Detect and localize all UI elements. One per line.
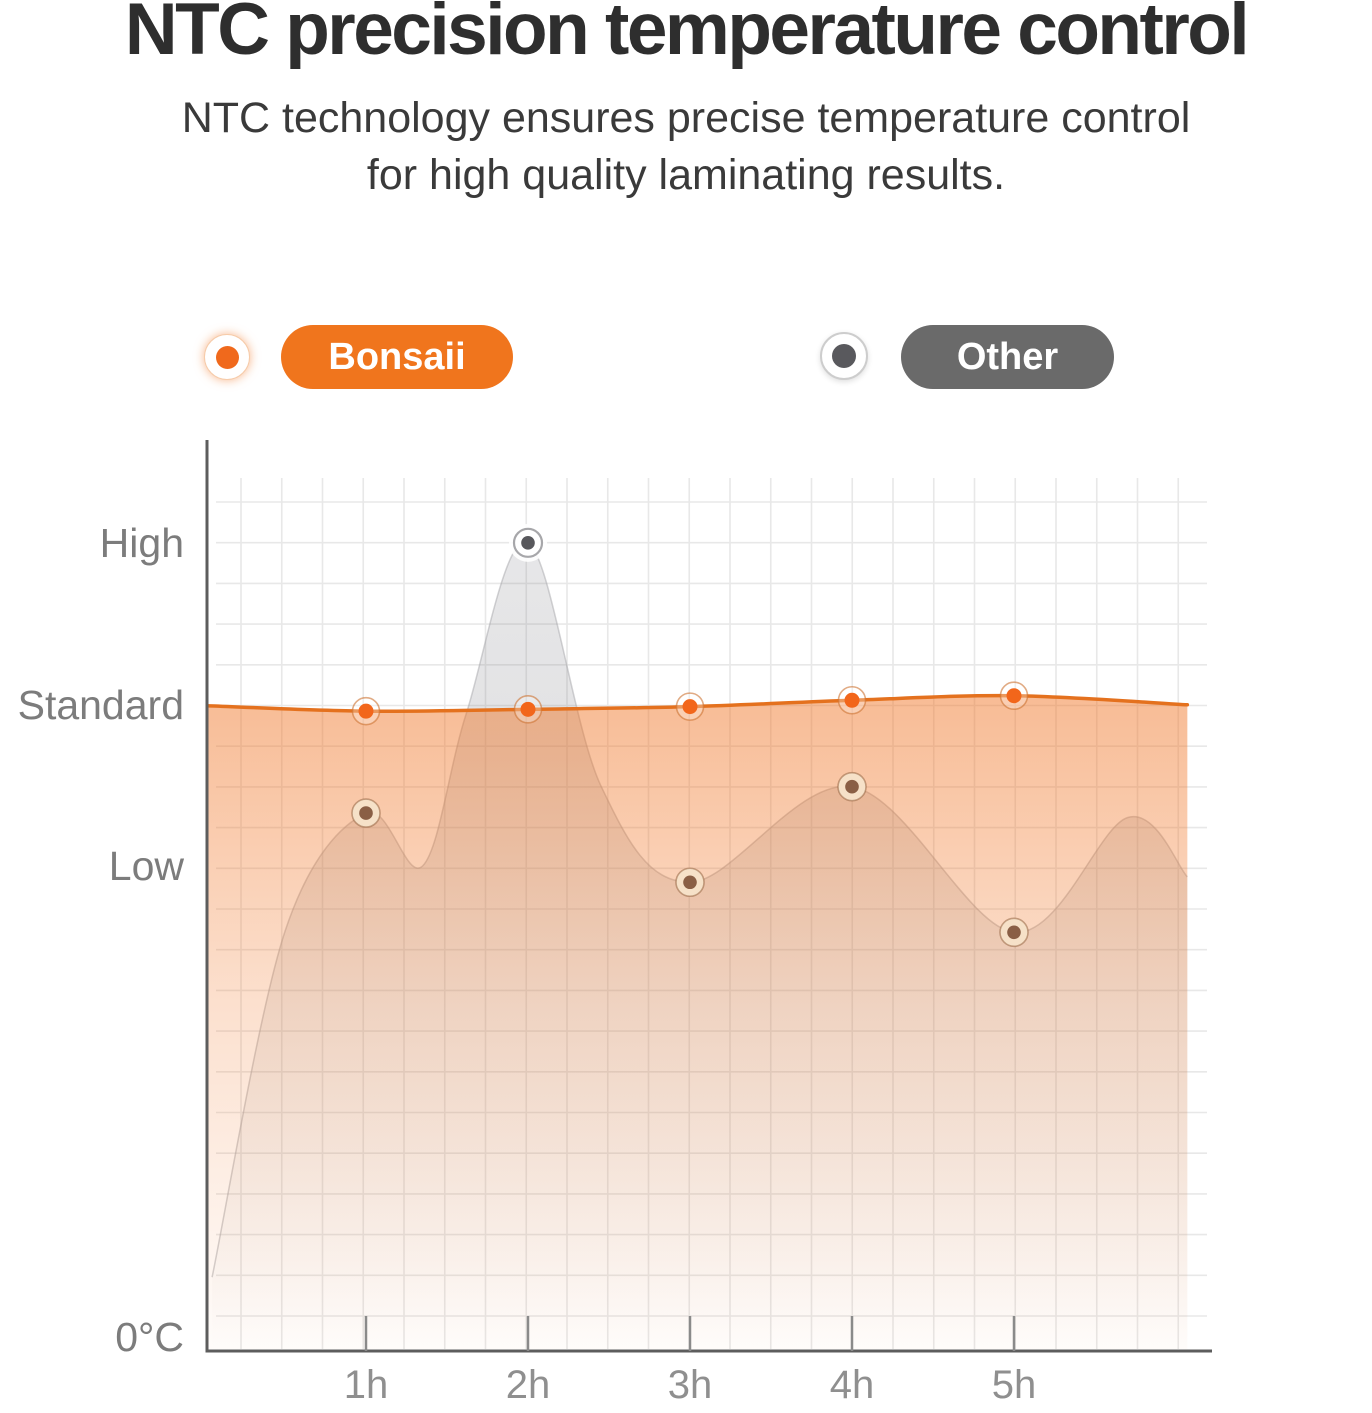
y-axis-label-low: Low xyxy=(108,842,184,889)
x-axis-label-2h: 2h xyxy=(505,1363,551,1407)
y-axis-label-standard: Standard xyxy=(17,681,184,728)
y-axis-label-high: High xyxy=(99,519,184,566)
x-axis-label-5h: 5h xyxy=(991,1363,1037,1407)
bonsaii-data-point-dot-icon xyxy=(358,703,374,719)
x-axis-label-1h: 1h xyxy=(343,1363,389,1407)
other-legend-pill: Other xyxy=(901,325,1114,389)
bonsaii-data-point-dot-icon xyxy=(682,699,698,715)
bonsaii-data-point-dot-icon xyxy=(520,701,536,717)
other-data-point-dot-icon xyxy=(521,536,535,550)
bonsaii-legend-pill: Bonsaii xyxy=(281,325,513,389)
other-data-point-dot-icon xyxy=(683,875,697,890)
bonsaii-radio-dot-icon xyxy=(215,345,239,369)
bonsaii-legend-label: Bonsaii xyxy=(328,335,466,378)
x-axis-label-3h: 3h xyxy=(667,1363,713,1407)
subtitle-line-2: for high quality laminating results. xyxy=(366,151,1006,199)
other-data-point-dot-icon xyxy=(845,779,859,794)
bonsaii-radio-marker-icon xyxy=(204,334,250,380)
other-data-point-dot-icon xyxy=(359,806,373,820)
page-title: NTC precision temperature control xyxy=(124,0,1250,70)
page-subtitle: NTC technology ensures precise temperatu… xyxy=(0,90,1372,204)
other-radio-marker-icon xyxy=(820,332,868,380)
bonsaii-data-point-dot-icon xyxy=(1006,688,1022,704)
other-legend-label: Other xyxy=(956,335,1059,378)
bonsaii-data-point-dot-icon xyxy=(844,692,860,708)
x-axis-label-4h: 4h xyxy=(829,1363,875,1407)
bonsaii-series-area xyxy=(207,695,1188,1349)
y-axis-label-0c: 0°C xyxy=(115,1314,184,1361)
other-radio-dot-icon xyxy=(832,344,856,368)
subtitle-line-1: NTC technology ensures precise temperatu… xyxy=(181,94,1191,142)
other-data-point-dot-icon xyxy=(1007,925,1021,940)
